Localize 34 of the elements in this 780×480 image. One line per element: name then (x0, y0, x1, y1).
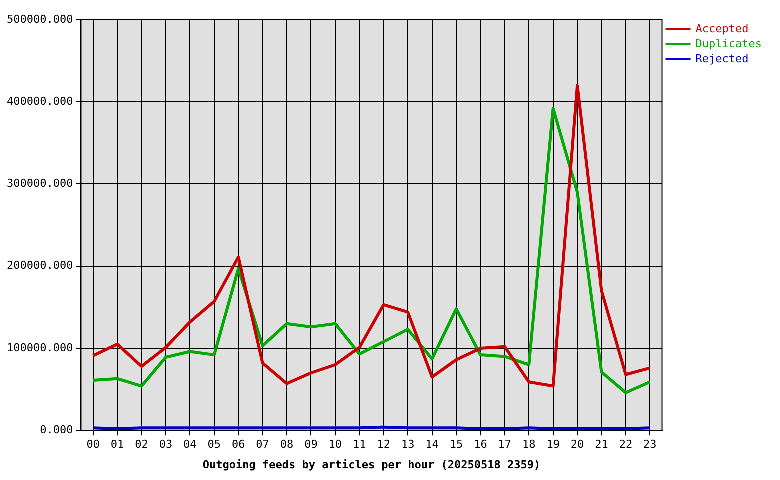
y-tick-label: 0.000 (40, 423, 74, 436)
x-tick-label: 04 (184, 438, 198, 452)
x-tick-label: 05 (208, 438, 222, 452)
x-tick-label: 16 (474, 438, 488, 452)
x-tick-label: 06 (232, 438, 246, 452)
x-tick-label: 14 (426, 438, 440, 452)
x-tick-label: 23 (644, 438, 657, 452)
x-tick-label: 11 (353, 438, 366, 452)
x-tick-label: 12 (377, 438, 390, 452)
x-tick-label: 09 (304, 438, 318, 452)
x-tick-label: 08 (280, 438, 294, 452)
x-tick-label: 01 (110, 438, 124, 452)
y-tick-label: 400000.000 (6, 94, 74, 108)
x-tick-label: 20 (570, 438, 584, 452)
legend-label: Rejected (696, 52, 749, 66)
y-tick-label: 300000.000 (6, 177, 74, 190)
x-axis-title: Outgoing feeds by articles per hour (20250518 2359) (202, 458, 541, 472)
x-tick-label: 17 (498, 438, 512, 452)
x-tick-label: 15 (450, 438, 464, 452)
x-tick-label: 22 (619, 438, 633, 452)
x-tick-label: 00 (86, 438, 100, 452)
x-tick-label: 19 (546, 438, 560, 452)
x-tick-label: 03 (159, 438, 173, 452)
x-tick-label: 18 (522, 438, 536, 452)
x-tick-label: 13 (401, 438, 415, 452)
legend-label: Accepted (696, 22, 749, 36)
x-tick-label: 10 (328, 438, 342, 452)
x-tick-label: 02 (135, 438, 148, 452)
x-tick-label: 07 (256, 438, 270, 452)
y-tick-label: 200000.000 (6, 259, 74, 272)
y-tick-label: 100000.000 (6, 341, 74, 354)
legend-label: Duplicates (696, 37, 762, 50)
x-tick-label: 21 (595, 438, 608, 452)
y-tick-label: 500000.000 (6, 12, 74, 26)
